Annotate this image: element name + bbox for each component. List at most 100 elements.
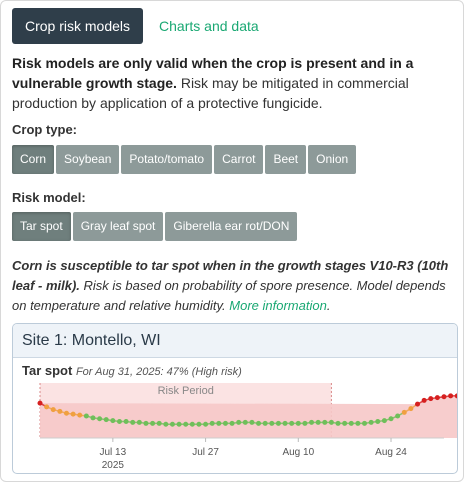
risk-point <box>209 420 215 426</box>
risk-point <box>169 421 175 427</box>
risk-point <box>143 420 149 426</box>
risk-point <box>375 419 381 424</box>
risk-point <box>262 420 268 426</box>
x-tick-label: Aug 10 <box>282 447 314 458</box>
risk-point <box>421 397 427 403</box>
risk-point <box>116 419 122 424</box>
risk-period-label: Risk Period <box>158 385 214 397</box>
crop-button-potato-tomato[interactable]: Potato/tomato <box>121 145 213 174</box>
risk-point <box>242 419 248 425</box>
site-card: Site 1: Montello, WI Tar spot For Aug 31… <box>12 323 458 474</box>
site-title: Site 1: Montello, WI <box>13 324 457 358</box>
risk-point <box>302 420 308 426</box>
risk-point <box>90 415 96 421</box>
risk-point <box>44 404 50 410</box>
model-button-giberella[interactable]: Giberella ear rot/DON <box>165 212 298 241</box>
crop-button-carrot[interactable]: Carrot <box>214 145 264 174</box>
risk-point <box>189 421 195 427</box>
description-bold: Corn is susceptible to tar spot when in … <box>12 258 449 293</box>
model-button-tar-spot[interactable]: Tar spot <box>12 212 71 241</box>
risk-point <box>256 420 262 426</box>
risk-point <box>289 420 295 426</box>
risk-point <box>183 421 189 427</box>
risk-chart: Risk Period Jul 13 2025 Jul 27 Aug 10 Aug 24 <box>37 383 457 471</box>
risk-point <box>83 413 89 419</box>
risk-point <box>295 420 301 426</box>
risk-point <box>236 419 242 425</box>
risk-point <box>434 395 440 401</box>
crop-button-corn[interactable]: Corn <box>12 145 55 174</box>
more-information-link[interactable]: More information <box>229 298 327 313</box>
risk-point <box>335 420 341 426</box>
description-end: . <box>326 298 331 313</box>
risk-point <box>57 408 63 414</box>
risk-summary: Tar spot For Aug 31, 2025: 47% (High ris… <box>22 363 242 378</box>
x-tick-label: Jul 27 <box>192 447 219 458</box>
risk-point <box>454 393 457 399</box>
risk-model-name: Tar spot <box>22 363 73 378</box>
risk-point <box>222 420 228 426</box>
risk-point <box>50 407 56 413</box>
risk-point <box>203 421 209 427</box>
risk-point <box>110 418 116 424</box>
risk-point <box>282 420 288 426</box>
risk-point <box>401 409 407 415</box>
risk-point <box>395 413 401 419</box>
intro-rest: Risk may be mitigated in commercial prod… <box>12 75 409 111</box>
high-risk-area <box>40 395 457 438</box>
risk-point <box>156 420 162 426</box>
crop-button-onion[interactable]: Onion <box>308 145 357 174</box>
risk-point <box>97 416 103 422</box>
risk-point <box>249 419 255 425</box>
x-tick-sublabel: 2025 <box>102 460 125 471</box>
risk-point <box>381 418 387 424</box>
crop-type-buttons: Corn Soybean Potato/tomato Carrot Beet O… <box>12 145 358 174</box>
tab-bar: Crop risk models Charts and data <box>12 8 259 44</box>
risk-point <box>275 420 281 426</box>
risk-summary-text: For Aug 31, 2025: 47% (High risk) <box>75 366 242 378</box>
risk-point <box>315 419 321 425</box>
risk-model-label: Risk model: <box>12 190 86 205</box>
risk-point <box>150 420 156 426</box>
intro-bold: Risk models are only valid when the crop… <box>12 55 414 91</box>
risk-point <box>136 419 142 425</box>
x-tick-label: Jul 13 <box>100 447 127 458</box>
crop-button-soybean[interactable]: Soybean <box>56 145 120 174</box>
risk-point <box>123 419 129 424</box>
risk-point <box>322 419 328 425</box>
risk-point <box>176 421 182 427</box>
tab-charts-and-data[interactable]: Charts and data <box>159 18 259 34</box>
risk-point <box>362 420 368 426</box>
risk-point <box>163 421 169 427</box>
risk-point <box>408 406 414 412</box>
risk-point <box>63 410 69 416</box>
risk-point <box>130 419 136 425</box>
intro-text: Risk models are only valid when the crop… <box>12 53 458 113</box>
risk-point <box>103 417 109 423</box>
risk-point <box>229 420 235 426</box>
risk-point <box>328 419 334 425</box>
risk-point <box>448 393 454 399</box>
risk-point <box>441 394 447 400</box>
risk-point <box>196 421 202 427</box>
x-tick-label: Aug 24 <box>375 447 407 458</box>
risk-point <box>415 401 421 407</box>
risk-point <box>309 419 315 425</box>
risk-point <box>428 396 434 402</box>
risk-point <box>368 419 374 425</box>
risk-point <box>342 420 348 426</box>
risk-point <box>70 411 76 417</box>
model-button-gray-leaf-spot[interactable]: Gray leaf spot <box>72 212 164 241</box>
risk-point <box>388 416 394 422</box>
crop-button-beet[interactable]: Beet <box>265 145 307 174</box>
risk-point <box>355 420 361 426</box>
crop-type-label: Crop type: <box>12 122 77 137</box>
risk-model-buttons: Tar spot Gray leaf spot Giberella ear ro… <box>12 212 299 241</box>
model-description: Corn is susceptible to tar spot when in … <box>12 256 460 316</box>
tab-crop-risk-models[interactable]: Crop risk models <box>12 8 144 44</box>
risk-point <box>77 412 83 418</box>
risk-point <box>216 420 222 426</box>
risk-point <box>348 420 354 426</box>
risk-point <box>269 420 275 426</box>
